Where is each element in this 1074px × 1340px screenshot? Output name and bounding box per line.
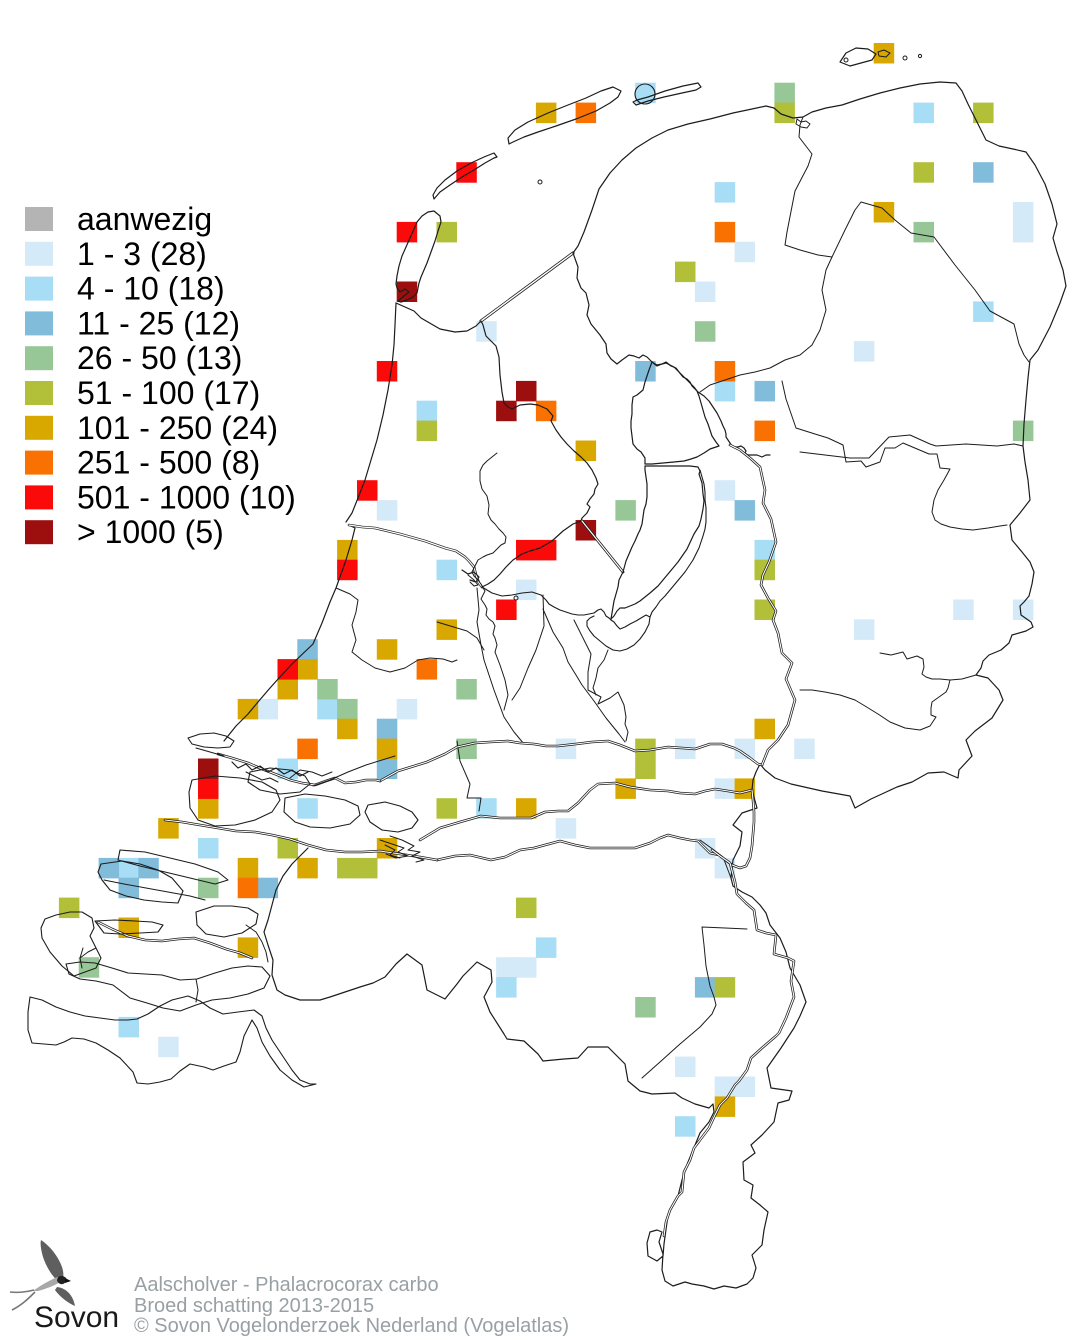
svg-text:1 - 3 (28): 1 - 3 (28)	[77, 236, 207, 272]
svg-text:Aalscholver - Phalacrocorax ca: Aalscholver - Phalacrocorax carbo	[134, 1274, 439, 1296]
svg-text:11 - 25 (12): 11 - 25 (12)	[77, 305, 240, 341]
svg-text:Broed schatting 2013-2015: Broed schatting 2013-2015	[134, 1295, 374, 1317]
svg-text:501 - 1000 (10): 501 - 1000 (10)	[77, 479, 296, 515]
svg-text:© Sovon Vogelonderzoek Nederla: © Sovon Vogelonderzoek Nederland (Vogela…	[134, 1315, 569, 1337]
svg-text:101 - 250 (24): 101 - 250 (24)	[77, 410, 278, 446]
svg-text:51 - 100 (17): 51 - 100 (17)	[77, 375, 260, 411]
svg-text:251 - 500 (8): 251 - 500 (8)	[77, 445, 260, 481]
svg-text:Sovon: Sovon	[34, 1301, 119, 1334]
svg-text:4 - 10 (18): 4 - 10 (18)	[77, 271, 225, 307]
svg-text:aanwezig: aanwezig	[77, 201, 212, 237]
svg-text:> 1000 (5): > 1000 (5)	[77, 514, 224, 550]
svg-text:26 - 50 (13): 26 - 50 (13)	[77, 340, 242, 376]
